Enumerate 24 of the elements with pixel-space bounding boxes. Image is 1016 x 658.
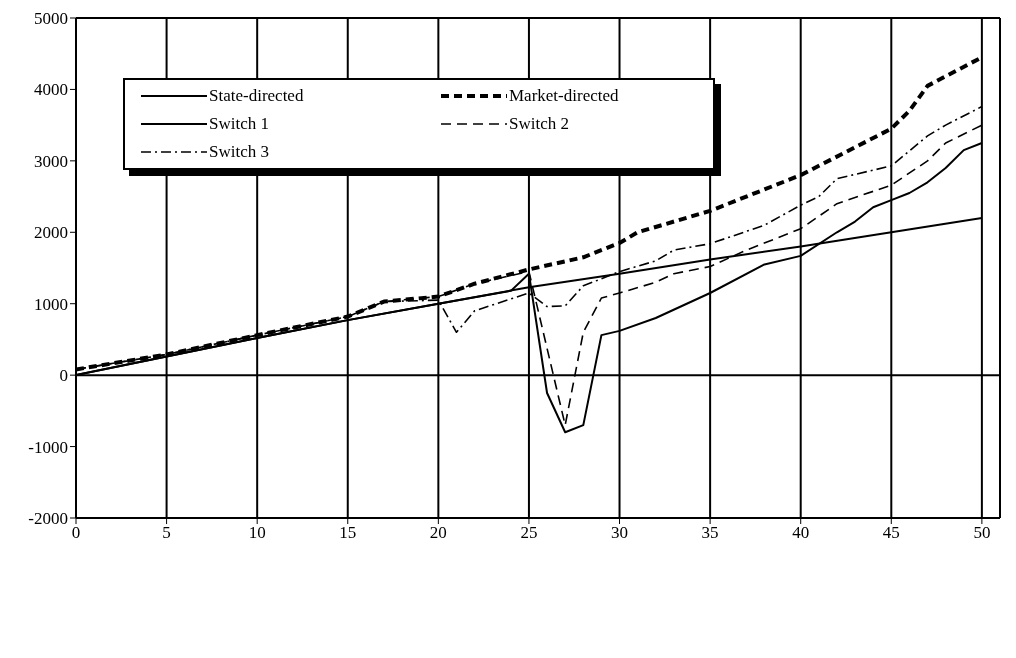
y-tick-label: -1000 (28, 437, 68, 457)
y-tick-label: 4000 (34, 80, 68, 100)
legend-label: Switch 3 (209, 142, 269, 162)
y-tick-label: 0 (59, 366, 68, 386)
y-tick-label: 1000 (34, 294, 68, 314)
legend-label: Market-directed (509, 86, 619, 106)
x-tick-label: 45 (882, 523, 900, 543)
x-tick-label: 35 (701, 523, 719, 543)
x-tick-label: 50 (973, 523, 991, 543)
x-tick-label: 20 (429, 523, 447, 543)
legend-label: State-directed (209, 86, 304, 106)
x-tick-label: 25 (520, 523, 538, 543)
x-tick-label: 0 (71, 523, 81, 543)
x-tick-label: 40 (792, 523, 810, 543)
y-tick-label: 2000 (34, 223, 68, 243)
x-tick-label: 10 (248, 523, 266, 543)
x-tick-label: 15 (339, 523, 357, 543)
x-tick-label: 5 (162, 523, 171, 543)
legend-label: Switch 2 (509, 114, 569, 134)
legend-label: Switch 1 (209, 114, 269, 134)
x-tick-label: 30 (611, 523, 629, 543)
y-tick-label: 5000 (34, 9, 68, 29)
y-tick-label: 3000 (34, 151, 68, 171)
y-tick-label: -2000 (28, 509, 68, 529)
